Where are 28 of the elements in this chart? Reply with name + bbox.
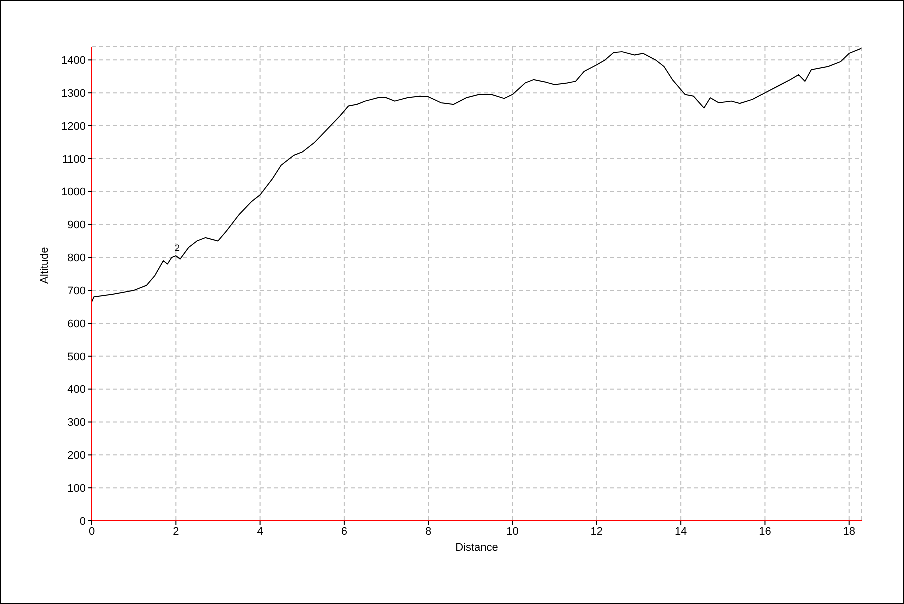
annotation: 2 [175,243,180,253]
x-tick-label: 2 [173,526,180,538]
y-tick-label: 800 [68,252,86,265]
y-axis-title: Altitude [38,247,51,284]
y-tick-label: 1100 [62,154,86,166]
y-tick-label: 0 [80,516,86,528]
x-tick-label: 0 [88,526,96,538]
y-tick-label: 1200 [62,120,86,133]
y-tick-label: 700 [68,285,86,298]
y-tick-label: 1300 [62,88,86,100]
x-tick-label: 4 [257,526,264,538]
x-tick-label: 14 [674,526,688,538]
x-tick-label: 12 [590,526,604,538]
y-tick-label: 100 [68,482,86,495]
y-tick-label: 600 [68,318,86,330]
x-axis-title: Distance [456,542,498,554]
y-tick-label: 900 [68,220,86,232]
y-tick-label: 300 [68,417,86,430]
x-tick-label: 6 [341,526,348,538]
x-tick-label: 8 [426,526,432,538]
y-tick-label: 1000 [62,186,86,199]
y-tick-label: 200 [68,450,86,462]
y-tick-label: 500 [68,351,86,364]
x-tick-label: 16 [759,526,772,538]
y-tick-label: 400 [68,384,86,396]
y-tick-label: 1400 [62,55,86,68]
x-tick-label: 10 [506,526,519,538]
x-tick-label: 18 [843,526,856,538]
